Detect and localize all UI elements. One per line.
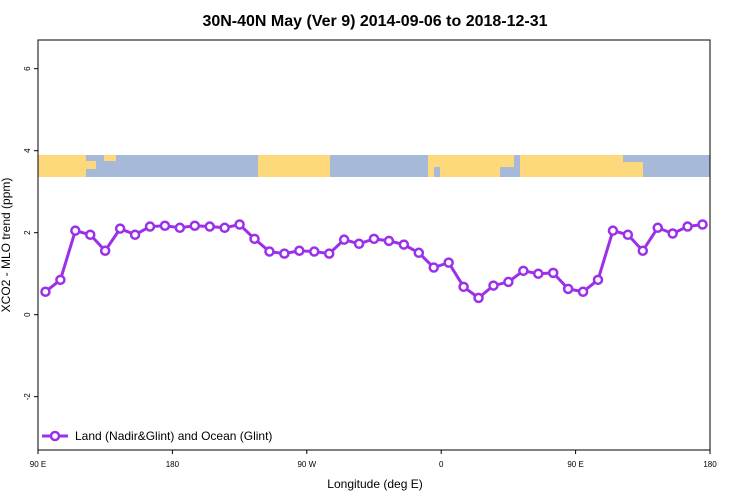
data-point <box>249 233 260 245</box>
data-point <box>473 292 484 304</box>
data-point <box>144 221 156 232</box>
data-point <box>323 248 335 259</box>
data-point <box>518 265 529 277</box>
data-point <box>697 219 708 230</box>
land-patch <box>38 155 86 177</box>
x-tick-label: 0 <box>439 460 444 469</box>
data-point <box>40 286 51 297</box>
y-tick-label: 6 <box>23 66 32 71</box>
data-point <box>682 221 693 232</box>
data-point <box>234 219 245 230</box>
data-point <box>159 220 171 231</box>
data-point <box>189 220 201 231</box>
data-point <box>533 268 544 279</box>
data-point <box>174 222 186 234</box>
data-point <box>428 262 439 273</box>
data-point <box>204 221 215 232</box>
land-patch <box>520 155 623 177</box>
land-ocean-strip <box>38 155 710 177</box>
data-point <box>562 283 574 295</box>
data-point <box>547 267 559 279</box>
land-patch <box>258 155 330 177</box>
y-tick-label: 4 <box>23 148 32 153</box>
legend-marker <box>49 430 61 442</box>
data-point <box>264 246 275 257</box>
data-point <box>443 257 454 268</box>
chart-title: 30N-40N May (Ver 9) 2014-09-06 to 2018-1… <box>202 13 547 30</box>
data-point <box>577 286 589 297</box>
data-point <box>607 225 619 236</box>
data-point <box>85 229 96 240</box>
land-patch <box>623 162 643 177</box>
data-point <box>667 228 678 239</box>
data-point <box>70 225 81 236</box>
data-point <box>652 222 663 234</box>
x-tick-label: 90 W <box>297 460 316 469</box>
plot-frame <box>37 39 711 451</box>
data-point <box>592 274 604 286</box>
land-patch <box>434 155 514 167</box>
data-point <box>413 247 425 259</box>
legend-label: Land (Nadir&Glint) and Ocean (Glint) <box>75 429 272 443</box>
x-tick-label: 90 E <box>30 460 46 469</box>
y-tick-label: 0 <box>23 312 32 317</box>
data-point <box>99 245 111 256</box>
x-tick-label: 180 <box>703 460 717 469</box>
x-axis-label: Longitude (deg E) <box>327 477 422 491</box>
data-point <box>219 222 230 234</box>
data-point <box>338 234 350 245</box>
data-point <box>503 276 514 288</box>
data-point <box>353 238 365 250</box>
data-point <box>114 223 126 234</box>
data-point <box>368 233 380 245</box>
x-tick-label: 180 <box>166 460 180 469</box>
data-point <box>309 246 320 257</box>
land-patch <box>104 155 116 161</box>
x-tick-label: 90 E <box>567 460 583 469</box>
data-point <box>398 239 410 250</box>
y-tick-label: -2 <box>23 393 32 401</box>
y-axis-label: XCO2 - MLO trend (ppm) <box>0 178 13 313</box>
data-point <box>622 229 634 240</box>
data-point <box>458 281 469 293</box>
data-point <box>55 274 66 286</box>
data-point <box>488 280 499 291</box>
data-point <box>637 245 649 256</box>
data-point <box>294 245 305 256</box>
data-point <box>129 229 141 240</box>
data-point <box>279 248 290 259</box>
land-patch <box>440 167 500 177</box>
land-patch <box>86 161 96 169</box>
y-tick-label: 2 <box>23 230 32 235</box>
land-patch <box>428 155 434 177</box>
data-point <box>383 235 395 247</box>
